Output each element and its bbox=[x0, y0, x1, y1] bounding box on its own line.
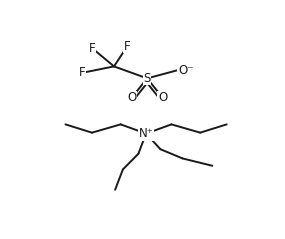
Text: O: O bbox=[158, 91, 167, 104]
Text: O⁻: O⁻ bbox=[178, 64, 194, 76]
Text: F: F bbox=[124, 40, 131, 53]
Text: F: F bbox=[79, 66, 85, 79]
Text: O: O bbox=[127, 91, 136, 104]
Text: F: F bbox=[89, 42, 95, 54]
Text: S: S bbox=[143, 72, 151, 85]
Text: N⁺: N⁺ bbox=[139, 127, 154, 140]
